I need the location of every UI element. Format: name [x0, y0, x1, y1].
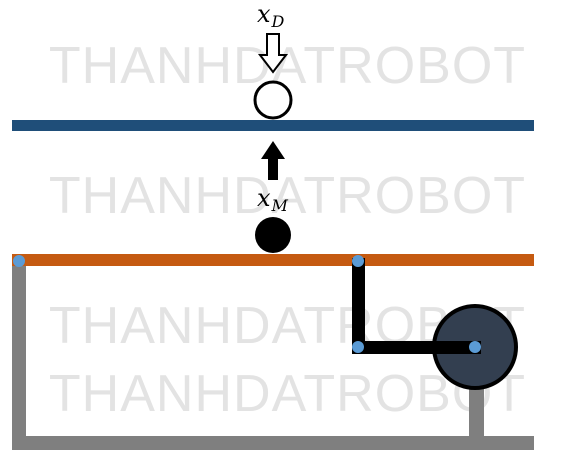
linkage-horizontal-arm	[352, 341, 481, 354]
measured-position-label-base: x	[257, 184, 271, 212]
desired-position-ball	[253, 80, 293, 120]
linkage-elbow-joint	[352, 341, 364, 353]
measured-position-ball	[255, 217, 291, 253]
reference-beam	[12, 120, 534, 131]
desired-position-label-base: x	[257, 0, 271, 28]
hollow-down-arrow-icon	[257, 33, 289, 74]
desired-position-label: xD	[257, 2, 284, 30]
solid-up-arrow-icon	[261, 141, 285, 180]
frame-base	[12, 436, 534, 450]
measured-position-label: xM	[257, 186, 288, 214]
desired-position-label-subscript: D	[271, 12, 285, 31]
beam-pivot-joint	[13, 255, 25, 267]
measured-position-label-subscript: M	[271, 196, 288, 215]
ball-beam	[12, 254, 534, 266]
motor-crank-joint	[469, 341, 481, 353]
linkage-vertical-arm	[352, 258, 365, 353]
frame-left-post	[12, 258, 26, 450]
beam-linkage-joint	[352, 255, 364, 267]
